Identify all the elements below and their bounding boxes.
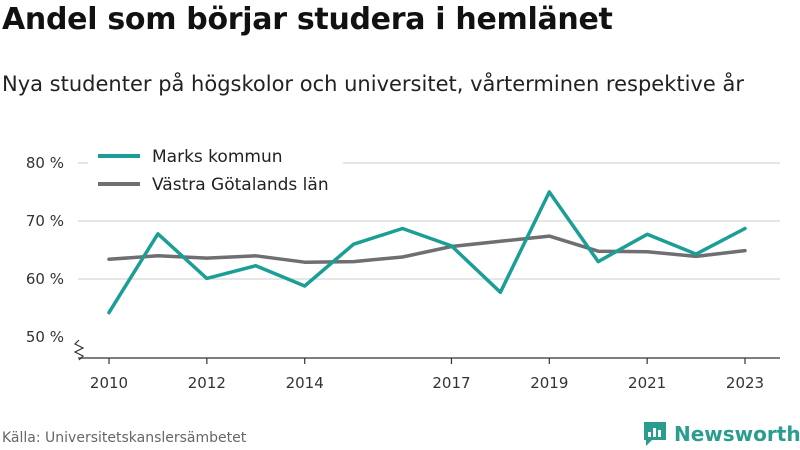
brand-logo: Newsworthy — [642, 420, 800, 448]
source-note: Källa: Universitetskanslersämbetet — [2, 430, 247, 446]
series-line — [107, 190, 747, 315]
legend-background — [88, 142, 343, 198]
x-tick-label: 2023 — [726, 374, 764, 392]
legend: Marks kommun Västra Götalands län — [88, 142, 343, 198]
x-tick-label: 2010 — [90, 374, 128, 392]
brand-name: Newsworthy — [674, 422, 800, 446]
y-tick-label: 50 % — [26, 328, 64, 346]
y-axis: 50 % 60 % 70 % 80 % — [26, 154, 85, 361]
y-tick-label: 60 % — [26, 270, 64, 288]
series-line — [107, 234, 747, 264]
x-tick-label: 2014 — [286, 374, 324, 392]
legend-label: Marks kommun — [152, 147, 283, 167]
x-tick-label: 2017 — [432, 374, 470, 392]
axis-break-icon — [73, 339, 85, 361]
x-tick-label: 2019 — [530, 374, 568, 392]
x-tick-label: 2021 — [628, 374, 666, 392]
chart-subtitle: Nya studenter på högskolor och universit… — [2, 72, 744, 96]
x-tick-label: 2012 — [188, 374, 226, 392]
x-axis: 2010 2012 2014 2017 2019 2021 2023 — [78, 357, 780, 392]
y-tick-label: 70 % — [26, 212, 64, 230]
chart-title: Andel som börjar studera i hemlänet — [2, 2, 613, 37]
y-tick-label: 80 % — [26, 154, 64, 172]
newsworthy-logo-icon — [644, 422, 666, 446]
series-lines — [107, 190, 747, 315]
legend-label: Västra Götalands län — [152, 175, 329, 195]
